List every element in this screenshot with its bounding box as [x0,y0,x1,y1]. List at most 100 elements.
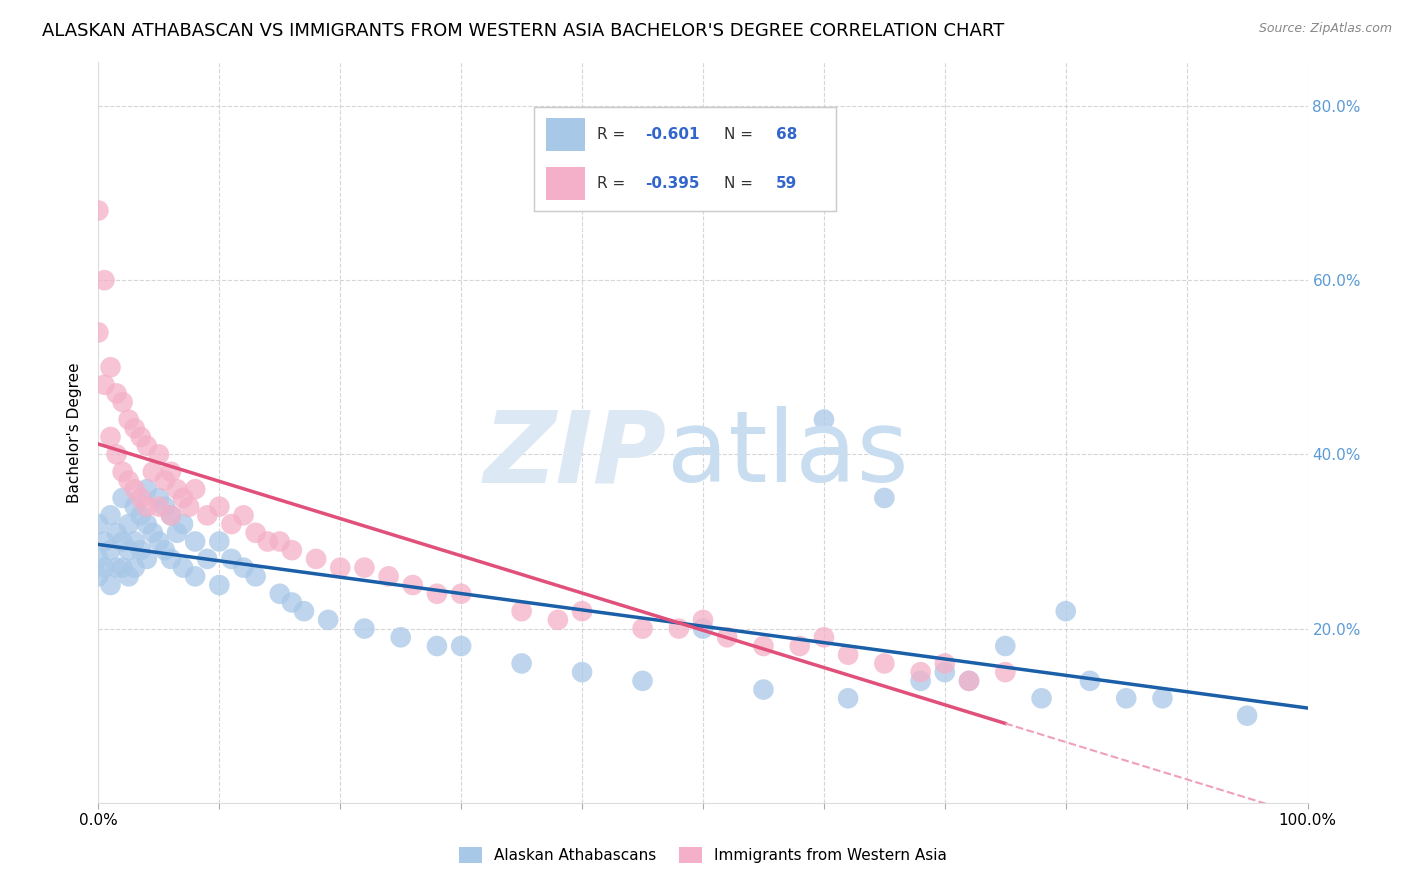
Point [426,639,449,653]
Point [692,613,714,627]
Point [208,500,231,514]
Point [752,639,775,653]
Y-axis label: Bachelor's Degree: Bachelor's Degree [67,362,83,503]
Point [837,691,859,706]
Point [172,560,194,574]
Point [172,517,194,532]
Point [129,430,152,444]
Point [873,491,896,505]
Point [208,534,231,549]
Point [1115,691,1137,706]
Point [129,543,152,558]
Point [232,560,254,574]
Point [105,386,128,401]
Point [934,665,956,680]
Point [221,517,243,532]
Point [160,552,183,566]
Point [994,639,1017,653]
Point [111,560,134,574]
Point [135,552,157,566]
Point [873,657,896,671]
Point [160,465,183,479]
Point [910,665,932,680]
Point [547,613,569,627]
Point [111,491,134,505]
Point [994,665,1017,680]
Point [450,587,472,601]
Point [87,326,110,340]
Point [105,447,128,461]
Point [148,500,170,514]
Point [245,525,267,540]
Point [631,622,654,636]
Point [353,622,375,636]
Point [184,534,207,549]
Point [135,500,157,514]
Text: ZIP: ZIP [484,407,666,503]
Point [105,525,128,540]
Point [1236,708,1258,723]
Point [389,630,412,644]
Point [1152,691,1174,706]
Point [100,578,122,592]
Point [195,508,218,523]
Point [135,517,157,532]
Point [571,604,593,618]
Point [269,587,291,601]
Point [957,673,980,688]
Point [269,534,291,549]
Point [153,474,176,488]
Point [135,482,157,496]
Point [208,578,231,592]
Point [153,500,176,514]
Point [281,543,304,558]
Point [129,491,152,505]
Point [111,465,134,479]
Point [93,560,115,574]
Point [232,508,254,523]
Point [934,657,956,671]
Point [184,482,207,496]
Point [142,465,165,479]
Point [124,500,146,514]
Point [87,517,110,532]
Point [179,500,201,514]
Point [124,482,146,496]
Point [510,604,533,618]
Point [837,648,859,662]
Point [93,273,115,287]
Point [118,474,141,488]
Point [450,639,472,653]
Point [100,543,122,558]
Point [195,552,218,566]
Point [142,525,165,540]
Point [87,569,110,583]
Point [184,569,207,583]
Point [1054,604,1077,618]
Point [316,613,339,627]
Point [111,534,134,549]
Point [510,657,533,671]
Point [111,395,134,409]
Point [105,560,128,574]
Point [135,439,157,453]
Point [166,482,188,496]
Point [148,447,170,461]
Point [813,412,835,426]
Point [752,682,775,697]
Point [100,360,122,375]
Point [118,412,141,426]
Point [124,421,146,435]
Point [172,491,194,505]
Point [281,595,304,609]
Point [631,673,654,688]
Point [93,534,115,549]
Point [256,534,278,549]
Point [160,508,183,523]
Point [571,665,593,680]
Point [353,560,375,574]
Point [153,543,176,558]
Point [100,430,122,444]
Point [292,604,315,618]
Point [305,552,328,566]
